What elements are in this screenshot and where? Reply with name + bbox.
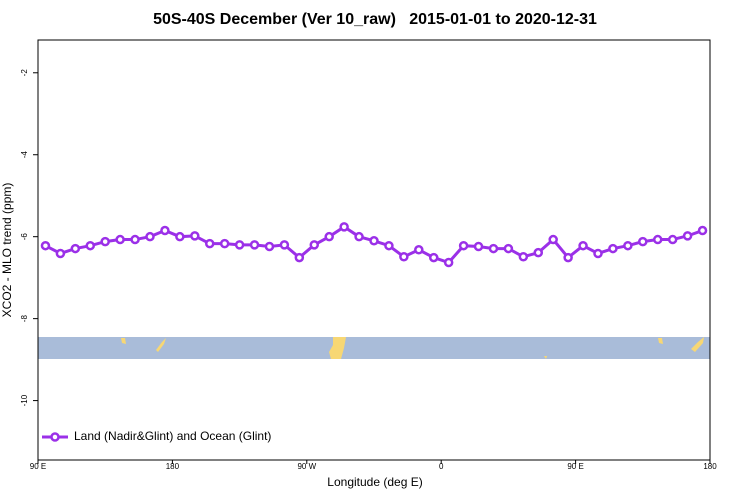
point [414, 245, 424, 255]
point [563, 252, 573, 263]
point [70, 243, 81, 254]
point [115, 234, 125, 245]
point [100, 236, 110, 247]
point [190, 231, 200, 241]
point [264, 241, 275, 252]
point [548, 234, 558, 245]
point [249, 240, 260, 250]
point [324, 231, 334, 242]
plot-frame [37, 39, 711, 461]
land [121, 338, 126, 344]
point [578, 240, 588, 251]
legend-label: Land (Nadir&Glint) and Ocean (Glint) [74, 429, 271, 443]
x-tick-label: 180 [703, 462, 717, 471]
point [339, 222, 349, 232]
land [658, 338, 663, 344]
point [55, 248, 66, 259]
point [428, 252, 439, 263]
point [175, 231, 185, 242]
point [667, 234, 678, 245]
point [682, 231, 693, 241]
point [503, 243, 514, 254]
point [369, 236, 379, 246]
point [608, 243, 618, 254]
land [544, 356, 547, 359]
x-tick-label: 90 E [567, 462, 583, 471]
point [85, 240, 96, 251]
point [40, 240, 51, 251]
y-tick-label: -8 [20, 315, 29, 323]
point [309, 240, 320, 250]
x-tick-label: 90 W [297, 462, 316, 471]
point [443, 257, 454, 268]
land [691, 337, 704, 352]
point [294, 252, 305, 263]
point [219, 238, 230, 249]
point [384, 240, 394, 251]
point [488, 243, 499, 254]
land [329, 337, 346, 359]
point [145, 231, 155, 242]
point [130, 234, 140, 245]
point [204, 238, 215, 249]
point [593, 248, 603, 259]
land [156, 338, 166, 352]
x-tick-label: 90 E [30, 462, 46, 471]
ocean-band [38, 337, 710, 359]
point [697, 225, 708, 236]
point [652, 234, 663, 245]
chart-title: 50S-40S December (Ver 10_raw) 2015-01-01… [153, 11, 597, 28]
x-tick-label: 0 [439, 462, 444, 471]
point [160, 225, 170, 236]
y-tick-label: -10 [20, 394, 29, 406]
point [354, 231, 364, 242]
legend-marker [50, 432, 60, 442]
point [458, 240, 469, 251]
point [279, 240, 290, 250]
y-tick-label: -4 [20, 151, 29, 159]
point [399, 252, 409, 262]
x-tick-label: 180 [166, 462, 180, 471]
point [518, 252, 529, 262]
x-axis-label: Longitude (deg E) [327, 475, 422, 489]
point [623, 240, 633, 251]
y-tick-label: -2 [20, 69, 29, 77]
point [638, 236, 648, 247]
point [533, 247, 544, 258]
point [234, 240, 245, 250]
point [473, 241, 484, 252]
map-strip [38, 337, 710, 359]
y-tick-label: -6 [20, 233, 29, 241]
y-axis-label: XCO2 - MLO trend (ppm) [0, 183, 14, 318]
